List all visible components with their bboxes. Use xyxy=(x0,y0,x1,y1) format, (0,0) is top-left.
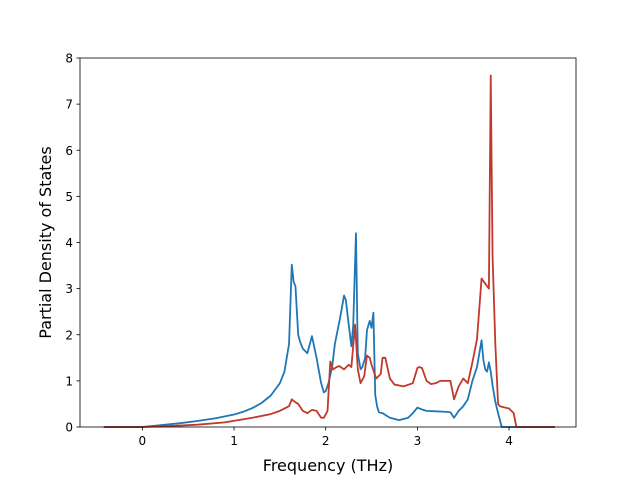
x-tick-label: 2 xyxy=(322,434,330,448)
series-line-1 xyxy=(103,232,555,428)
x-axis-label: Frequency (THz) xyxy=(263,456,393,475)
x-tick-label: 3 xyxy=(414,434,422,448)
x-tick-label: 0 xyxy=(139,434,147,448)
y-tick-label: 8 xyxy=(65,52,73,66)
y-tick-label: 1 xyxy=(65,374,73,388)
y-tick-label: 6 xyxy=(65,144,73,158)
x-axis-ticks: 0 1 2 3 4 xyxy=(139,427,513,448)
y-tick-label: 4 xyxy=(65,236,73,250)
y-tick-label: 5 xyxy=(65,190,73,204)
y-tick-label: 3 xyxy=(65,282,73,296)
series-line-2 xyxy=(103,74,555,428)
x-tick-label: 4 xyxy=(505,434,513,448)
y-tick-label: 7 xyxy=(65,98,73,112)
series-layer xyxy=(103,74,555,428)
y-axis-ticks: 0 1 2 3 4 5 6 7 8 xyxy=(65,52,80,435)
plot-frame xyxy=(79,57,577,428)
x-tick-label: 1 xyxy=(230,434,238,448)
y-axis-label: Partial Density of States xyxy=(36,146,55,338)
y-tick-label: 0 xyxy=(65,421,73,435)
y-tick-label: 2 xyxy=(65,328,73,342)
